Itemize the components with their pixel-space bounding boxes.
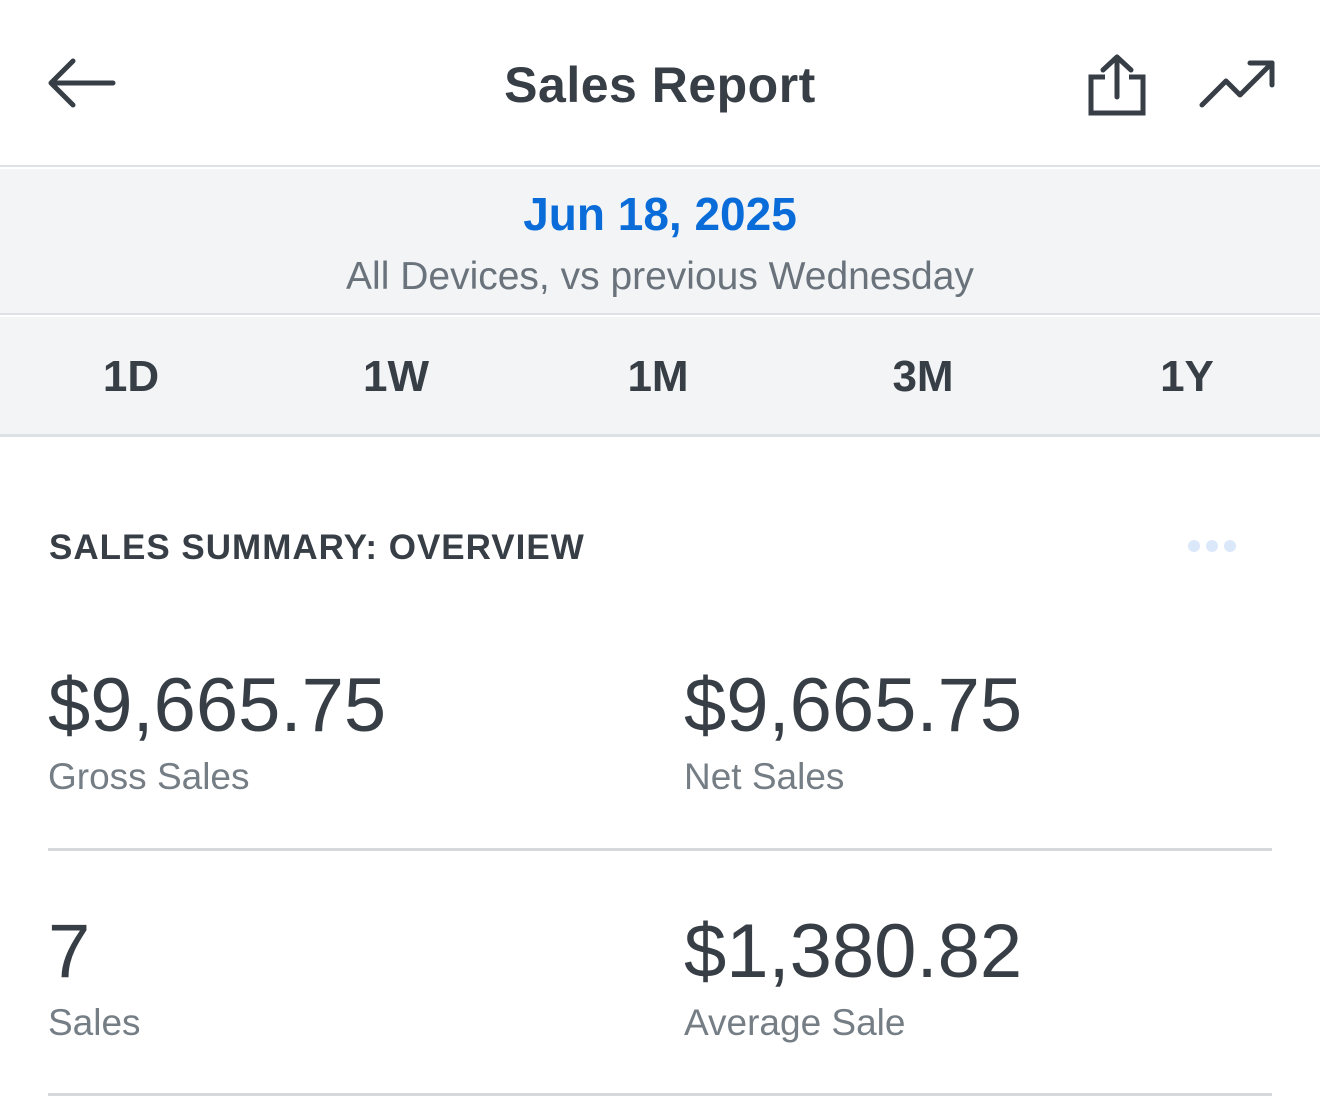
arrow-left-icon <box>48 58 116 108</box>
metric-label: Gross Sales <box>48 756 250 797</box>
metric-net-sales: $9,665.75 Net Sales <box>684 668 1022 798</box>
metric-value: $9,665.75 <box>48 663 387 748</box>
section-title: SALES SUMMARY: OVERVIEW <box>49 528 585 567</box>
metric-label: Average Sale <box>684 1002 906 1043</box>
trending-up-icon <box>1199 60 1275 108</box>
tab-1y[interactable]: 1Y <box>1160 352 1214 401</box>
selected-date[interactable]: Jun 18, 2025 <box>523 188 797 240</box>
tab-1w[interactable]: 1W <box>363 352 429 401</box>
metric-average-sale: $1,380.82 Average Sale <box>684 914 1022 1044</box>
tab-1m[interactable]: 1M <box>627 352 689 401</box>
more-horizontal-icon <box>1224 540 1236 552</box>
divider <box>48 1093 1272 1096</box>
metric-label: Net Sales <box>684 756 845 797</box>
top-nav-bar: Sales Report <box>0 0 1320 167</box>
more-horizontal-icon <box>1206 540 1218 552</box>
back-button[interactable] <box>40 48 122 118</box>
more-horizontal-icon <box>1188 540 1200 552</box>
more-options-button[interactable] <box>1180 528 1244 564</box>
tab-3m[interactable]: 3M <box>892 352 954 401</box>
share-icon <box>1088 54 1146 116</box>
tab-1d[interactable]: 1D <box>102 352 160 401</box>
metric-label: Sales <box>48 1002 141 1043</box>
date-selector: Jun 18, 2025 All Devices, vs previous We… <box>0 169 1320 315</box>
trend-button[interactable] <box>1192 50 1282 116</box>
divider <box>48 848 1272 851</box>
metric-sales-count: 7 Sales <box>48 914 141 1044</box>
range-tabs: 1D 1W 1M 3M 1Y <box>0 317 1320 437</box>
metric-value: $1,380.82 <box>684 909 1023 994</box>
page-title: Sales Report <box>504 57 816 113</box>
metric-value: $9,665.75 <box>684 663 1023 748</box>
metric-value: 7 <box>48 909 91 994</box>
metric-gross-sales: $9,665.75 Gross Sales <box>48 668 386 798</box>
share-button[interactable] <box>1078 48 1156 122</box>
comparison-subtitle: All Devices, vs previous Wednesday <box>346 255 974 298</box>
